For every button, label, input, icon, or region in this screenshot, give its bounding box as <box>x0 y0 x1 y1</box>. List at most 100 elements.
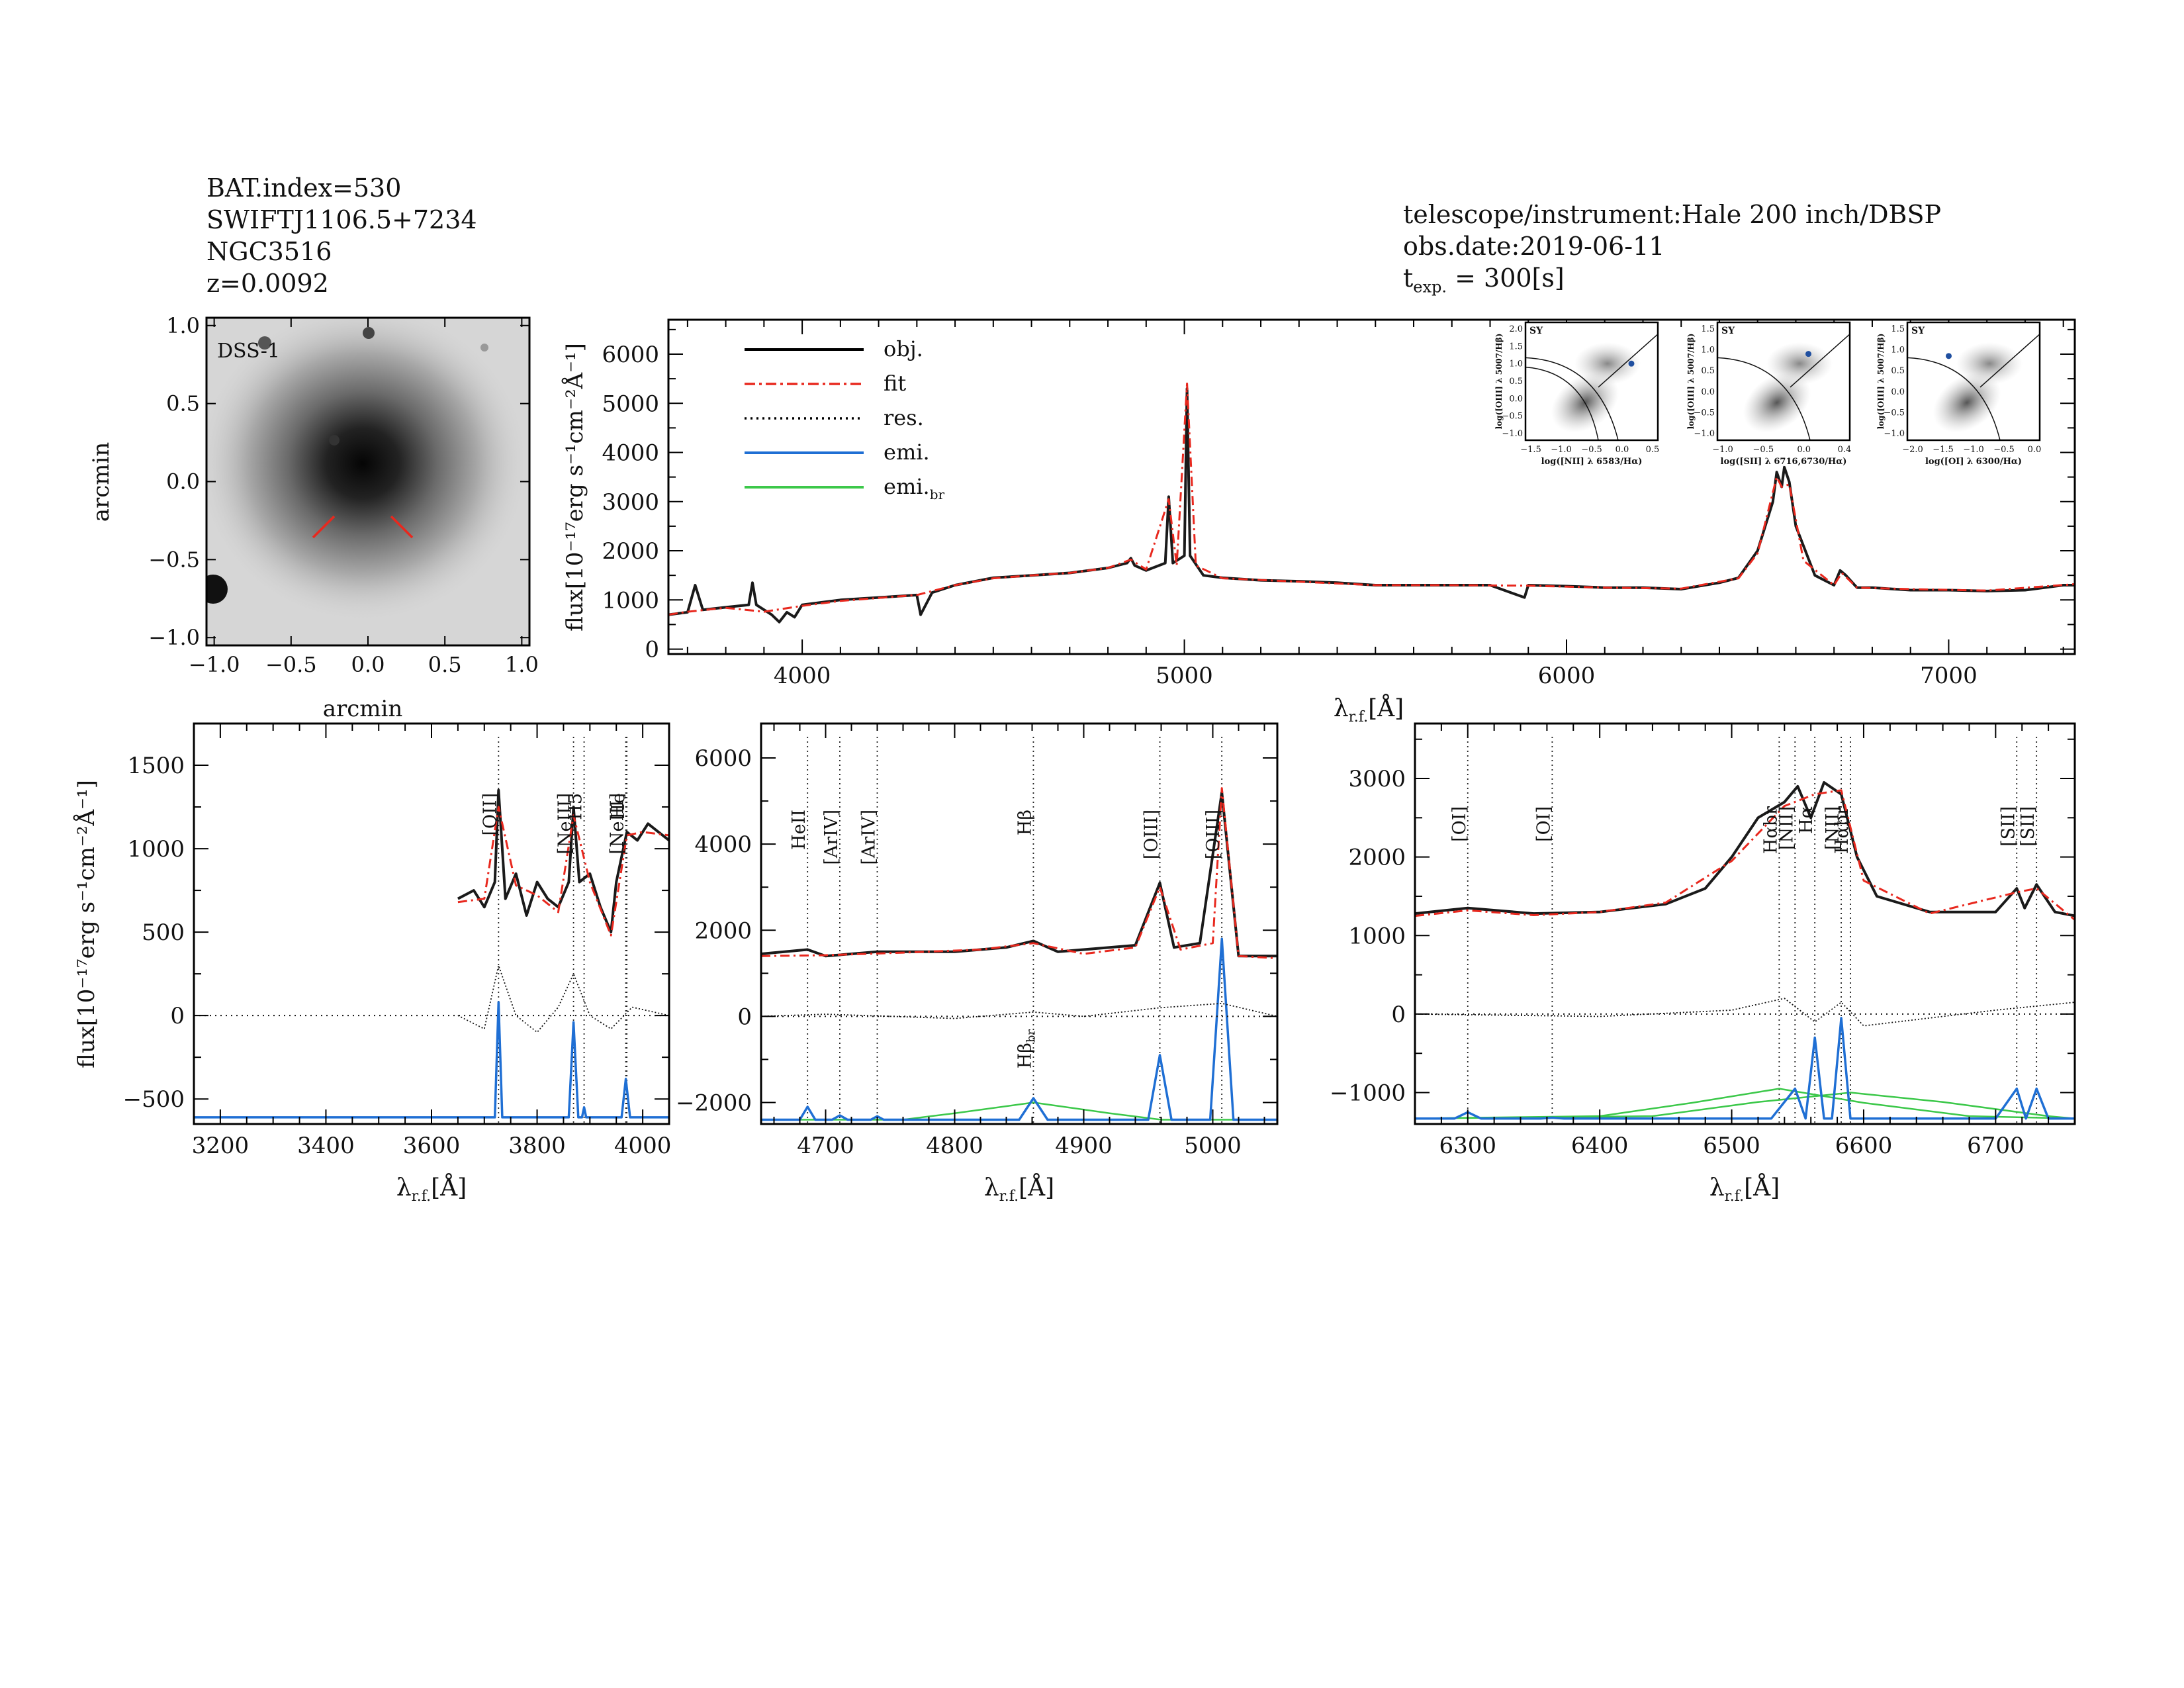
y-tick-label: 0 <box>645 637 659 663</box>
y-tick-label: 6000 <box>694 745 752 772</box>
inset-ytick-label: 1.0 <box>1891 346 1905 355</box>
dss-ytick-label: −1.0 <box>148 625 200 650</box>
galaxy-image <box>206 318 528 622</box>
inset-density <box>1766 342 1833 385</box>
inset-ytick-label: −0.5 <box>1502 412 1523 422</box>
x-tick-label: 6600 <box>1835 1133 1893 1159</box>
hbeta-oiii-region-panel: HeII [ArIV] [ArIV] Hβ [OIII] [OIII] 4700 4800 49… <box>676 722 1279 1205</box>
y-tick-label: 1500 <box>127 753 185 779</box>
plot-frame <box>193 722 670 1125</box>
inset-ytick-label: 1.5 <box>1509 342 1523 352</box>
line-label: [NII] <box>1776 806 1797 850</box>
full-spectrum-panel: 4000 5000 6000 7000 0 1000 2000 3000 4000 5000 600… <box>561 318 2076 726</box>
inset-ytick-label: 2.0 <box>1509 324 1523 334</box>
x-tick-label: 6400 <box>1571 1133 1629 1159</box>
line-label: [OIII] <box>1203 810 1224 859</box>
inset-density <box>1933 372 2001 433</box>
residual-curve <box>1415 998 2075 1027</box>
plot-frame <box>1414 722 2076 1125</box>
line-label: [NeIII] <box>555 793 576 855</box>
star-top <box>258 336 271 350</box>
exposure-sub: exp. <box>1413 277 1447 297</box>
inset-ytick-label: 1.5 <box>1701 324 1715 334</box>
inset-xtick-label: −1.5 <box>1933 445 1954 455</box>
line-label: Hαbr <box>1832 806 1852 854</box>
inset-plot <box>1525 322 1658 440</box>
x-tick-label: 3200 <box>192 1133 250 1159</box>
inset-point <box>1946 353 1952 359</box>
x-tick-label: 3800 <box>508 1133 566 1159</box>
y-tick-label: 2000 <box>1348 845 1406 871</box>
x-tick-label: 7000 <box>1920 663 1978 689</box>
inset-ytick-label: −1.0 <box>1502 429 1523 439</box>
header-bat-index: BAT.index=530 <box>206 173 402 203</box>
y-tick-label: 1000 <box>602 587 659 614</box>
xlabel-unit: [Å] <box>1368 694 1404 722</box>
x-tick-label: 3600 <box>403 1133 461 1159</box>
dss-xtick-label: −0.5 <box>265 652 317 677</box>
inset-xtick-label: −1.5 <box>1520 445 1541 455</box>
x-tick-label: 4700 <box>797 1133 854 1159</box>
x-tick-label: 4800 <box>926 1133 983 1159</box>
fit-curve <box>668 383 2075 616</box>
inset-plot <box>1907 322 2040 440</box>
hb-xlabel: λr.f.[Å] <box>984 1174 1054 1205</box>
inset-xtick-label: −2.0 <box>1902 445 1923 455</box>
exposure-value: = 300[s] <box>1455 263 1565 293</box>
inset-ytick-label: −0.5 <box>1694 408 1715 418</box>
inset-seyfert-line <box>1979 334 2040 388</box>
star-knot <box>329 435 340 445</box>
line-label: [OII] <box>480 793 500 836</box>
inset-demarcation <box>1717 357 1811 440</box>
plot-area <box>194 737 669 1124</box>
xlabel-sub: r.f. <box>412 1188 431 1205</box>
inset-xtick-label: −0.5 <box>1993 445 2015 455</box>
line-label: H5 <box>566 793 586 820</box>
x-tick-label: 4900 <box>1055 1133 1113 1159</box>
inset-density <box>1743 372 1811 433</box>
x-tick-label: 6300 <box>1439 1133 1496 1159</box>
slit-marker-right <box>390 515 414 539</box>
line-label: He <box>608 793 629 820</box>
inset-frame <box>1524 321 1659 442</box>
y-tick-label: 500 <box>142 919 185 946</box>
inset-xtick-label: −1.0 <box>1712 445 1733 455</box>
plot-area <box>1415 737 2075 1124</box>
inset-xlabel: log([OI] λ 6300/Hα) <box>1925 457 2022 467</box>
hbeta-broad-sub: br <box>1024 1029 1038 1043</box>
inset-seyfert-line <box>1598 334 1658 388</box>
inset-ytick-label: −1.0 <box>1884 429 1905 439</box>
line-label: [OI] <box>1449 806 1470 842</box>
fit-curve <box>1415 789 2075 921</box>
header-instrument: telescope/instrument:Hale 200 inch/DBSP <box>1403 200 1942 229</box>
x-tick-label: 6700 <box>1967 1133 2025 1159</box>
y-tick-label: 2000 <box>694 917 752 944</box>
dss-xtick-label: −1.0 <box>189 652 240 677</box>
header-galaxy-name: NGC3516 <box>206 237 332 266</box>
dss-ytick-label: 0.0 <box>166 469 200 494</box>
xlabel-lambda: λ <box>984 1174 999 1201</box>
inset-ytick-label: −1.0 <box>1694 429 1715 439</box>
bpt-insets: SY−1.5 −1.0 −0.5 0.0 0.52.01.51.00.50.0−0.5−… <box>1494 321 2041 467</box>
line-label: [SII] <box>2018 806 2038 847</box>
inset-ytick-label: −0.5 <box>1884 408 1905 418</box>
star-bottom-left <box>206 575 228 604</box>
y-tick-label: 5000 <box>602 391 659 417</box>
xlabel-lambda: λ <box>396 1174 412 1201</box>
x-tick-label: 5000 <box>1184 1133 1242 1159</box>
inset-ytick-label: 1.0 <box>1509 359 1523 369</box>
inset-plot <box>1717 322 1850 440</box>
y-tick-label: 1000 <box>1348 923 1406 949</box>
inset-xtick-label: 0.4 <box>1838 445 1852 455</box>
ha-xlabel: λr.f.[Å] <box>1709 1174 1780 1205</box>
dss-xtick-label: 0.5 <box>428 652 462 677</box>
line-label: [NII] <box>1823 806 1843 850</box>
star-top-center <box>363 327 375 339</box>
full-xlabel: λr.f.[Å] <box>1334 694 1404 726</box>
obj-curve <box>1415 781 2075 917</box>
x-tick-label: 4000 <box>614 1133 672 1159</box>
full-ylabel: flux[10⁻¹⁷erg s⁻¹cm⁻²Å⁻¹] <box>561 343 588 632</box>
inset-ytick-label: 1.0 <box>1701 346 1715 355</box>
inset-density <box>1574 342 1641 385</box>
